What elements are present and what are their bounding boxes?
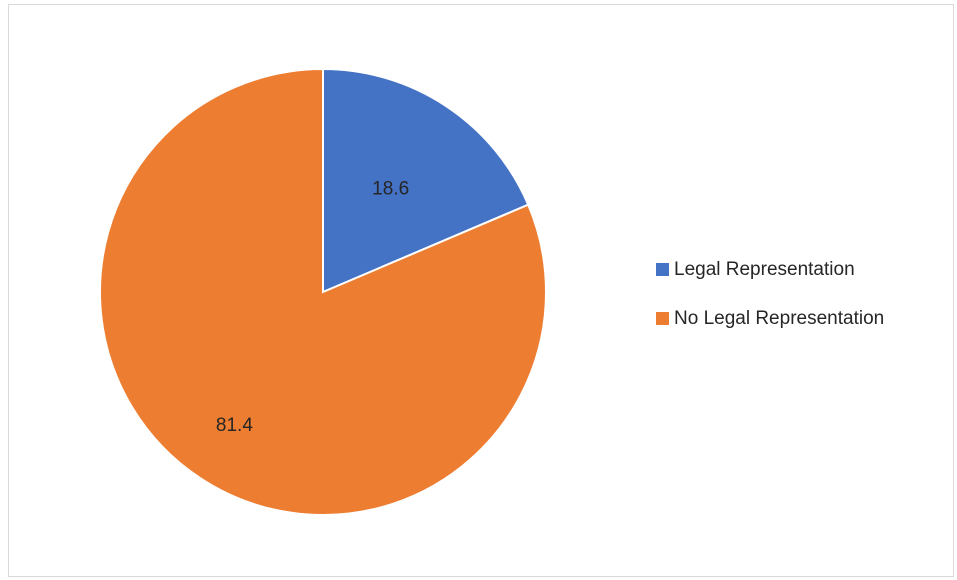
pie-slices <box>99 67 547 516</box>
legend-label-2: No Legal Representation <box>674 308 884 329</box>
data-label-2: 81.4 <box>216 415 253 436</box>
data-labels: 18.6 81.4 <box>216 179 409 436</box>
legend-swatch-1 <box>656 263 669 276</box>
legend-label-1: Legal Representation <box>674 259 855 280</box>
legend: Legal Representation No Legal Representat… <box>656 259 884 329</box>
data-label-1: 18.6 <box>372 179 409 200</box>
pie-slice-2 <box>99 67 547 516</box>
legend-swatch-2 <box>656 312 669 325</box>
pie-slice-1 <box>322 67 530 294</box>
